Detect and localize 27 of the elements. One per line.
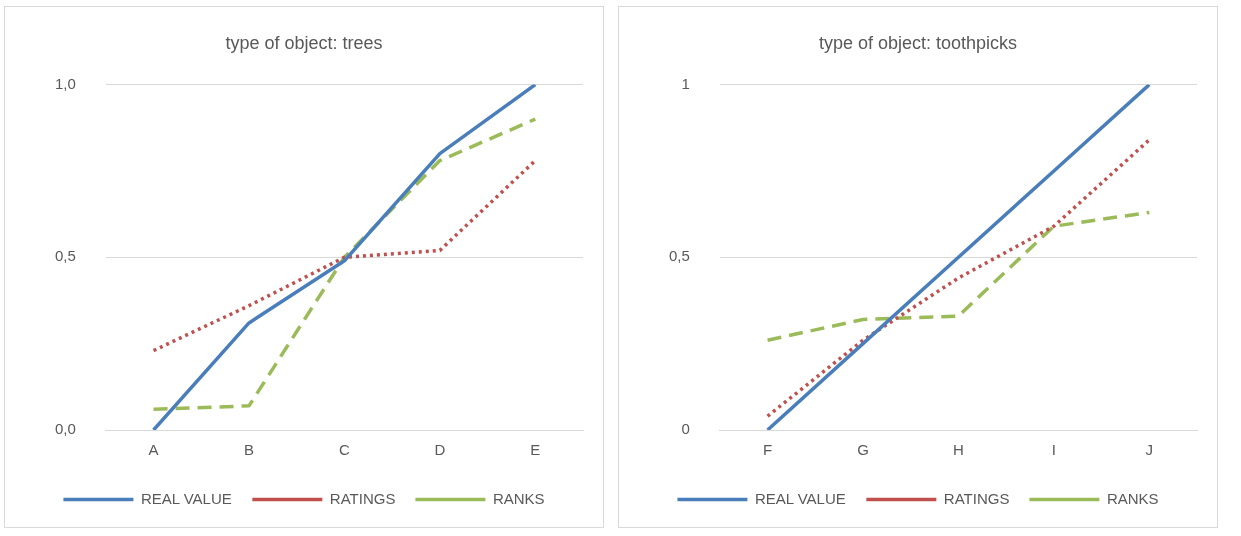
legend-label: REAL VALUE: [140, 489, 232, 507]
x-tick-label: F: [762, 441, 773, 459]
y-tick-label: 0: [681, 420, 690, 438]
y-tick-label: 0,5: [54, 247, 76, 265]
legend-label: REAL VALUE: [754, 489, 846, 507]
chart-title: type of object: toothpicks: [818, 32, 1018, 53]
line-series: [765, 138, 1152, 418]
y-tick-label: 0,0: [54, 420, 76, 438]
x-tick-label: D: [434, 441, 446, 459]
legend-label: RATINGS: [329, 489, 396, 507]
x-tick-label: C: [339, 441, 350, 459]
line-series: [151, 158, 538, 353]
line-series: [765, 210, 1152, 342]
y-tick-label: 0,5: [668, 247, 690, 265]
x-tick-label: H: [953, 441, 964, 459]
chart-title: type of object: trees: [225, 32, 383, 53]
x-tick-label: J: [1145, 441, 1154, 459]
x-tick-label: G: [857, 441, 869, 459]
legend-label: RANKS: [1106, 489, 1159, 507]
x-tick-label: B: [243, 441, 254, 459]
x-tick-label: A: [148, 441, 159, 459]
y-tick-label: 1,0: [54, 74, 76, 92]
legend-label: RANKS: [492, 489, 545, 507]
y-tick-label: 1: [681, 74, 690, 92]
x-tick-label: E: [530, 441, 541, 459]
x-tick-label: I: [1051, 441, 1056, 459]
legend-label: RATINGS: [943, 489, 1010, 507]
